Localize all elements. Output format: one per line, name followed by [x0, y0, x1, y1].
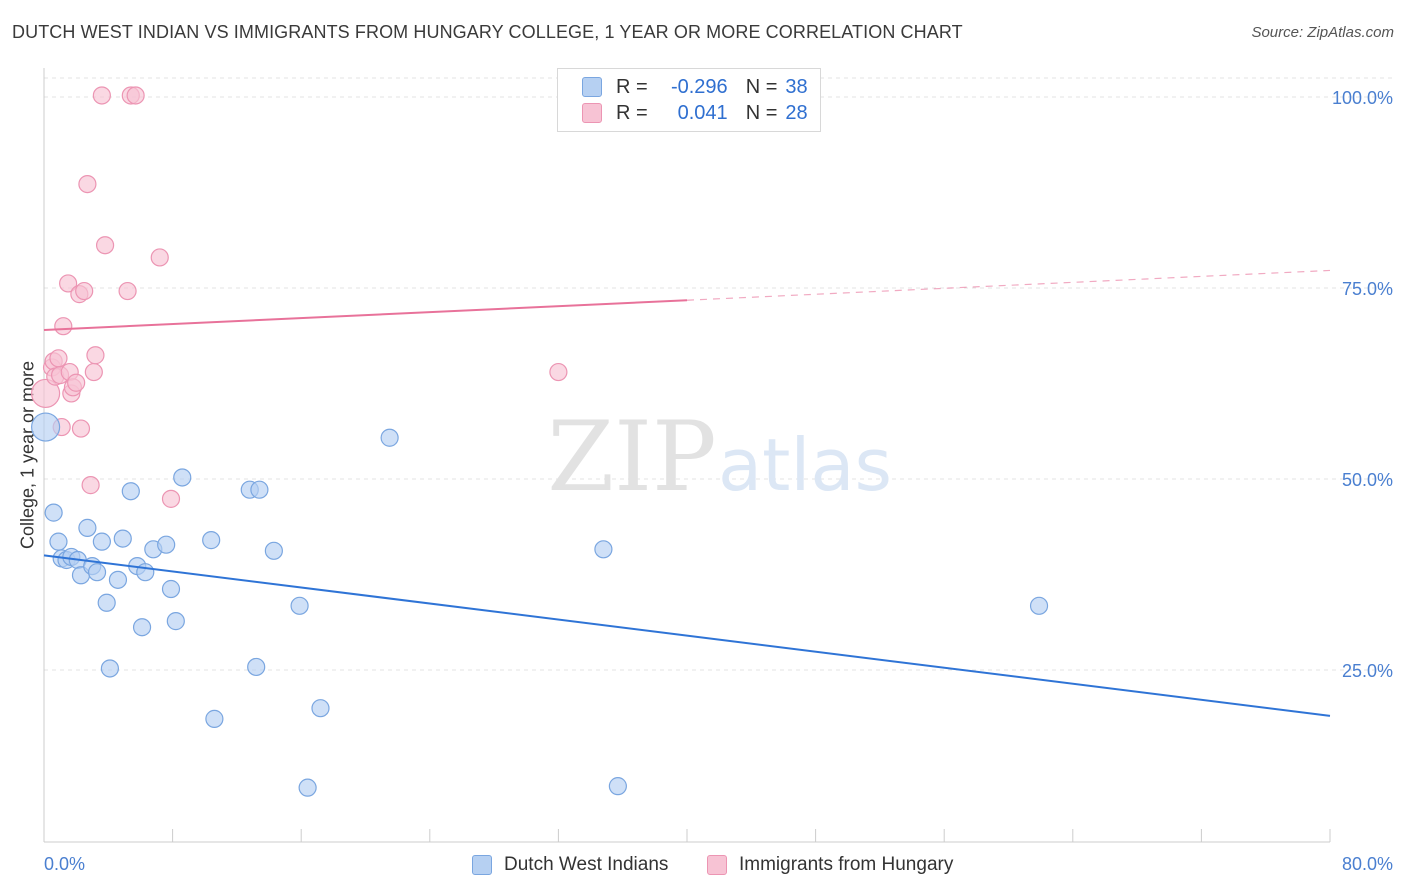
blue-point: [608, 777, 627, 796]
legend-r-value: 0.041: [677, 101, 728, 124]
pink-point: [71, 419, 91, 438]
legend-r-label: R =: [616, 101, 648, 124]
blue-point: [1029, 596, 1049, 615]
y-tick-label: 100.0%: [1332, 88, 1393, 108]
blue-point: [92, 532, 111, 551]
blue-swatch: [582, 77, 602, 97]
blue-point: [100, 659, 120, 678]
blue-point: [44, 503, 63, 522]
legend-n-value: 38: [785, 75, 808, 98]
legend-n-value: 28: [785, 101, 808, 124]
blue-point: [311, 699, 330, 718]
source-label: Source: ZipAtlas.com: [1251, 24, 1394, 41]
blue-point: [594, 540, 613, 559]
blue-point: [113, 529, 132, 548]
pink-point: [126, 86, 145, 105]
correlation-legend: R = -0.296 N = 38 R = 0.041 N = 28: [557, 68, 821, 132]
bottom-legend-blue: Dutch West Indians: [472, 852, 668, 878]
blue-point: [205, 709, 224, 728]
pink-point: [81, 476, 100, 495]
pink-trend-extension: [686, 269, 1331, 301]
blue-point: [166, 612, 185, 631]
blue-point: [49, 532, 68, 551]
pink-series-points: [31, 86, 568, 508]
blue-trend-line: [43, 554, 1331, 717]
blue-point: [132, 618, 152, 637]
trend-lines: [43, 269, 1331, 717]
pink-swatch: [582, 103, 602, 123]
blue-point: [250, 480, 269, 499]
pink-point: [161, 489, 181, 508]
x-tick-label-max: 80.0%: [1342, 854, 1393, 874]
legend-n-label: N =: [745, 101, 778, 124]
pink-point: [75, 281, 94, 301]
blue-point: [108, 570, 128, 589]
legend-r-value: -0.296: [670, 75, 728, 98]
blue-point: [264, 541, 283, 560]
blue-point: [173, 468, 192, 487]
pink-swatch: [707, 855, 727, 875]
pink-point: [49, 349, 68, 368]
axes: [43, 68, 1331, 843]
blue-point: [136, 563, 155, 582]
pink-point: [95, 236, 115, 255]
bottom-legend-pink: Immigrants from Hungary: [707, 852, 953, 878]
pink-trend-line: [43, 299, 688, 332]
y-tick-label: 50.0%: [1342, 470, 1393, 490]
blue-point: [157, 535, 176, 554]
blue-point: [121, 482, 140, 501]
blue-series-points: [31, 412, 1049, 797]
blue-swatch: [472, 855, 492, 875]
blue-point: [161, 579, 181, 599]
watermark-zip: ZIP: [547, 401, 716, 513]
pink-point: [78, 174, 97, 194]
legend-row-pink: R = 0.041 N = 28: [582, 100, 808, 126]
blue-point: [380, 428, 399, 447]
pink-point: [150, 248, 169, 267]
pink-point: [118, 281, 137, 301]
blue-point: [202, 531, 221, 550]
pink-point: [549, 362, 568, 382]
chart-title: DUTCH WEST INDIAN VS IMMIGRANTS FROM HUN…: [12, 22, 963, 42]
legend-row-blue: R = -0.296 N = 38: [582, 74, 808, 100]
pink-point: [59, 274, 78, 293]
legend-n-label: N =: [745, 75, 778, 98]
blue-point: [31, 412, 61, 442]
blue-point: [78, 518, 97, 537]
y-tick-label: 25.0%: [1342, 661, 1393, 681]
watermark: ZIP atlas: [547, 401, 892, 513]
blue-point: [290, 596, 309, 615]
x-tick-label-min: 0.0%: [44, 854, 85, 874]
pink-point: [67, 373, 86, 392]
bottom-legend-blue-label: Dutch West Indians: [504, 854, 669, 875]
tick-labels: 100.0% 75.0% 50.0% 25.0% 0.0% 80.0%: [44, 88, 1393, 874]
bottom-legend-pink-label: Immigrants from Hungary: [739, 854, 954, 875]
pink-point: [31, 378, 61, 409]
watermark-atlas: atlas: [718, 423, 892, 507]
pink-point: [86, 346, 105, 365]
legend-r-label: R =: [616, 75, 648, 98]
blue-point: [87, 563, 107, 582]
pink-point: [84, 362, 103, 382]
blue-point: [97, 593, 116, 612]
y-tick-label: 75.0%: [1342, 279, 1393, 299]
blue-point: [298, 778, 317, 797]
pink-point: [92, 86, 111, 105]
blue-point: [247, 657, 266, 677]
pink-point: [54, 317, 73, 336]
